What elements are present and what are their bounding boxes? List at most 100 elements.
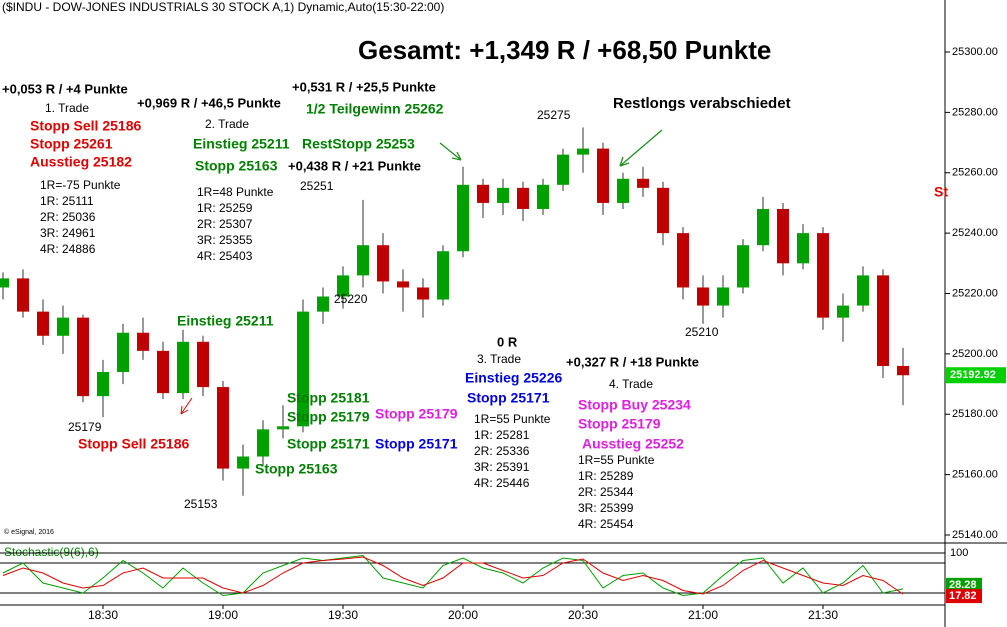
annotation: Stopp 25179	[375, 406, 458, 422]
indicator-line	[2, 556, 904, 595]
indicator-value-box	[946, 577, 982, 592]
candle-body	[317, 296, 329, 312]
candle-body	[817, 233, 829, 318]
x-tick-label: 20:30	[568, 608, 598, 622]
annotation: 1R=-75 Punkte	[40, 178, 121, 192]
candle-body	[117, 332, 129, 372]
annotation: 25251	[300, 179, 334, 193]
annotation: Stopp 25179	[578, 416, 661, 432]
annotation: 4R: 24886	[40, 242, 96, 256]
annotation: Ausstieg 25252	[582, 436, 684, 452]
indicator-value-label: 28.28	[949, 579, 977, 591]
candle-body	[377, 245, 389, 282]
candle-body	[177, 341, 189, 394]
candle-body	[637, 178, 649, 188]
annotation: 4R: 25454	[578, 517, 634, 531]
annotation: Stopp 25261	[30, 136, 113, 152]
candle-body	[457, 184, 469, 252]
candle-body	[837, 305, 849, 318]
last-price-label: 25192.92	[950, 369, 996, 381]
annotation: 1/2 Teilgewinn 25262	[306, 101, 444, 117]
annotation: Stopp Sell 25186	[78, 436, 189, 452]
annotation: +0,438 R / +21 Punkte	[288, 158, 421, 173]
candle-body	[357, 245, 369, 276]
annotation: 3R: 24961	[40, 226, 96, 240]
annotation: 2R: 25036	[40, 210, 96, 224]
annotation: Ausstieg 25182	[30, 154, 132, 170]
annotation: Stopp 25171	[375, 436, 458, 452]
annotation: Stopp Buy 25234	[578, 397, 691, 413]
y-tick-label: 25220.00	[952, 287, 998, 299]
annotation: 3. Trade	[477, 352, 521, 366]
candle-body	[157, 350, 169, 394]
annotation: 4. Trade	[609, 377, 653, 391]
candle-body	[497, 187, 509, 203]
candle-body	[0, 278, 9, 288]
annotation: Stopp 25181	[287, 390, 370, 406]
annotation: 25153	[184, 497, 218, 511]
candle-body	[337, 275, 349, 297]
annotation: Stopp 25171	[287, 436, 370, 452]
candle-body	[37, 311, 49, 336]
candle-body	[277, 426, 289, 430]
candle-body	[17, 278, 29, 312]
annotation: 1. Trade	[45, 101, 89, 115]
annotation: Stopp 25163	[195, 158, 278, 174]
x-tick-label: 19:00	[208, 608, 238, 622]
y-tick-label: 25300.00	[952, 46, 998, 58]
annotation: 1R=55 Punkte	[474, 412, 551, 426]
chart-title: ($INDU - DOW-JONES INDUSTRIALS 30 STOCK …	[2, 0, 444, 14]
indicator-title: Stochastic(9(6),6)	[4, 545, 99, 559]
candle-body	[677, 233, 689, 288]
annotation: Einstieg 25226	[465, 370, 562, 386]
annotation: 1R: 25111	[40, 194, 94, 208]
candle-body	[897, 365, 909, 376]
annotation: Stopp Sell 25186	[30, 118, 141, 134]
annotation: +0,531 R / +25,5 Punkte	[292, 79, 436, 94]
annotation: 1R: 25281	[474, 428, 530, 442]
annotation: +0,053 R / +4 Punkte	[2, 81, 128, 96]
candle-body	[657, 187, 669, 234]
annotation: RestStopp 25253	[302, 136, 415, 152]
candle-body	[77, 317, 89, 397]
candle-body	[577, 148, 589, 155]
annotation: 2R: 25307	[197, 217, 253, 231]
y-tick-label: 25200.00	[952, 348, 998, 360]
indicator-value-box	[946, 589, 982, 604]
arrows	[439, 129, 663, 167]
x-tick-label: 18:30	[88, 608, 118, 622]
indicator-line	[2, 554, 904, 597]
annotation: Stopp 25171	[467, 390, 550, 406]
annotation: Stopp 25179	[287, 409, 370, 425]
annotation: +0,327 R / +18 Punkte	[566, 354, 699, 369]
candle-body	[197, 341, 209, 388]
y-tick-label: 25160.00	[952, 469, 998, 481]
candle-body	[777, 208, 789, 264]
annotation: 3R: 25399	[578, 501, 634, 515]
annotation: Stopp 25163	[255, 461, 338, 477]
candle-body	[297, 311, 309, 427]
candle-body	[597, 148, 609, 203]
arrow	[180, 397, 193, 415]
annotation: 2R: 25344	[578, 485, 634, 499]
annotation: 4R: 25446	[474, 476, 530, 490]
annotation: Einstieg 25211	[193, 136, 290, 152]
annotation: Einstieg 25211	[177, 313, 274, 329]
last-price-box	[946, 367, 1006, 384]
indicator-value-label: 17.82	[949, 590, 977, 602]
candle-body	[97, 371, 109, 397]
candle-body	[877, 275, 889, 366]
y-tick-label: 25180.00	[952, 408, 998, 420]
annotation: 25210	[685, 325, 719, 339]
candle-body	[797, 233, 809, 264]
arrow	[619, 129, 663, 167]
y-tick-label: 25140.00	[952, 529, 998, 541]
annotation: 0 R	[497, 334, 518, 349]
annotation: 3R: 25355	[197, 233, 253, 247]
y-tick-label: 25260.00	[952, 167, 998, 179]
candle-body	[477, 184, 489, 203]
annotation: 1R=55 Punkte	[578, 453, 655, 467]
candle-body	[557, 154, 569, 185]
annotation: 1R: 25289	[578, 469, 634, 483]
arrow	[439, 142, 462, 161]
